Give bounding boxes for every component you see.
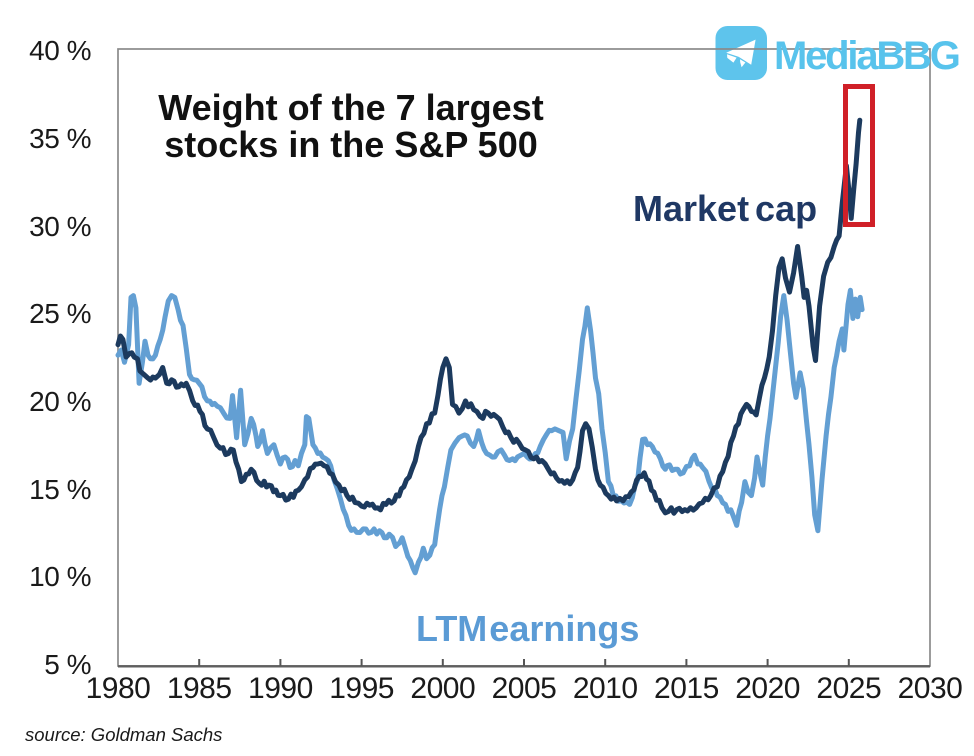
svg-text:MediaBBG: MediaBBG	[774, 34, 959, 78]
